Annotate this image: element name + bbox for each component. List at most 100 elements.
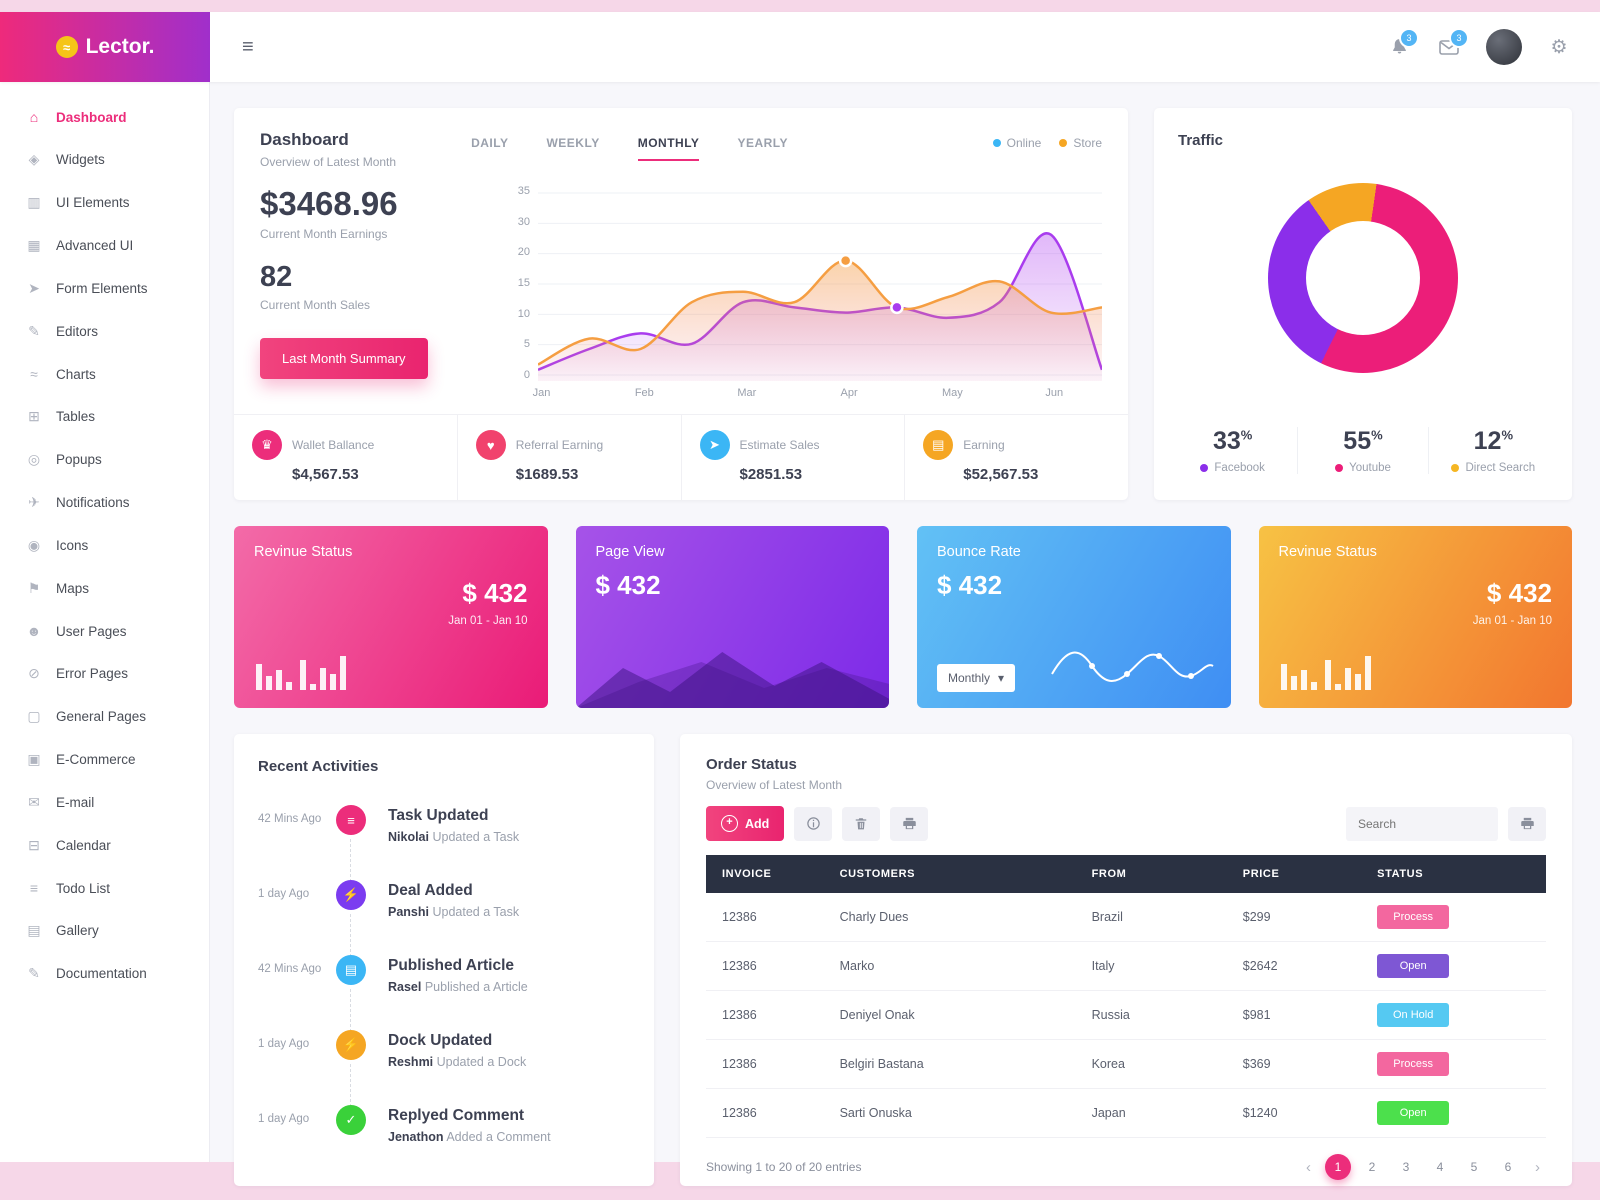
sidebar-item-label: Charts [56,366,96,382]
sidebar-item-label: General Pages [56,709,147,724]
add-order-button[interactable]: + Add [706,806,785,841]
sidebar-item-ui-elements[interactable]: ▥ UI Elements [0,181,209,224]
messages-button[interactable]: 3 [1436,28,1469,60]
sidebar-item-e-commerce[interactable]: ▣ E-Commerce [0,738,209,781]
sidebar-item-dashboard[interactable]: ⌂ Dashboard [0,96,209,138]
tab-daily[interactable]: DAILY [471,136,509,150]
sidebar-item-gallery[interactable]: ▤ Gallery [0,909,209,952]
settings-button[interactable]: ⚙ [1546,34,1572,60]
traffic-percent: 12% [1473,427,1513,455]
print-button[interactable] [890,806,929,841]
bounce-sparkline-chart [1050,651,1214,682]
bounce-period-select[interactable]: Monthly ▾ [937,664,1016,692]
status-badge[interactable]: Process [1377,905,1450,929]
sidebar-item-advanced-ui[interactable]: ▦ Advanced UI [0,224,209,267]
email-icon: ✉ [28,794,40,810]
order-status-card: Order Status Overview of Latest Month + … [680,734,1572,1186]
sidebar-item-notifications[interactable]: ✈ Notifications [0,481,209,524]
info-button[interactable] [794,806,833,841]
avatar[interactable] [1486,29,1522,65]
status-badge[interactable]: Open [1377,1101,1450,1125]
error-pages-icon: ⊘ [28,665,40,681]
bounce-rate-card: Bounce Rate $ 432 Monthly ▾ [917,526,1231,708]
table-row[interactable]: 12386 Marko Italy $2642 Open [706,941,1546,991]
sales-label: Current Month Sales [260,298,371,312]
card-title: Revinue Status [254,544,353,560]
status-badge[interactable]: Process [1377,1052,1450,1076]
status-badge[interactable]: Open [1377,954,1450,978]
earning-icon: ▤ [923,430,954,460]
table-row[interactable]: 12386 Belgiri Bastana Korea $369 Process [706,1039,1546,1089]
card-date-range: Jan 01 - Jan 10 [448,615,528,627]
tab-monthly[interactable]: MONTHLY [637,136,700,161]
last-month-summary-button[interactable]: Last Month Summary [260,338,428,379]
plus-icon: + [721,815,738,832]
page-button-4[interactable]: 4 [1427,1154,1453,1180]
y-axis-tick: 5 [523,338,530,351]
page-title: Dashboard [260,130,349,149]
dock-icon: ⚡ [336,1030,366,1060]
search-input[interactable] [1346,806,1498,841]
sidebar-item-documentation[interactable]: ✎ Documentation [0,952,209,995]
activity-item: 1 day Ago ⚡ Dock Updated Reshmi Updated a D… [258,1030,630,1107]
sidebar-item-form-elements[interactable]: ➤ Form Elements [0,267,209,310]
sidebar-item-maps[interactable]: ⚑ Maps [0,567,209,610]
page-button-5[interactable]: 5 [1461,1154,1487,1180]
sidebar-item-label: E-Commerce [56,752,136,767]
chevron-down-icon: ▾ [998,671,1005,685]
sidebar-item-general-pages[interactable]: ▢ General Pages [0,695,209,738]
card-title: Revinue Status [1278,544,1377,560]
activity-time: 1 day Ago [258,1113,310,1125]
delete-button[interactable] [842,806,881,841]
sidebar-item-todo-list[interactable]: ≡ Todo List [0,867,209,909]
status-badge[interactable]: On Hold [1377,1003,1450,1027]
sidebar-item-tables[interactable]: ⊞ Tables [0,395,209,438]
y-axis-tick: 30 [517,215,530,228]
legend-dot [1451,464,1460,472]
stat-value: $4,567.53 [292,466,359,483]
traffic-legend-facebook: 33% Facebook [1168,427,1297,474]
notifications-button[interactable]: 3 [1386,28,1419,60]
sidebar-item-charts[interactable]: ≈ Charts [0,353,209,395]
summary-panel: $3468.96 Current Month Earnings 82 Curre… [260,185,510,403]
prev-page-button[interactable]: ‹ [1300,1158,1317,1177]
sidebar-item-e-mail[interactable]: ✉ E-mail [0,781,209,824]
sidebar-item-widgets[interactable]: ◈ Widgets [0,138,209,181]
mini-bar-chart-icon [1280,656,1371,690]
stat-value: $1689.53 [515,466,579,483]
topbar: ≈ Lector. ≡ 3 3 ⚙ [0,12,1600,82]
sidebar-item-popups[interactable]: ◎ Popups [0,438,209,481]
page-button-3[interactable]: 3 [1393,1154,1419,1180]
menu-toggle-button[interactable]: ≡ [236,35,260,60]
column-header-invoice: INVOICE [706,855,824,893]
earnings-label: Current Month Earnings [260,227,388,241]
print-table-button[interactable] [1508,806,1546,841]
activity-detail: Panshi Updated a Task [388,905,520,919]
table-row[interactable]: 12386 Sarti Onuska Japan $1240 Open [706,1088,1546,1138]
traffic-card: Traffic 33% Facebook 55% Youtube 12% Direct S… [1154,108,1572,500]
y-axis-tick: 0 [523,368,530,381]
column-header-status: STATUS [1361,855,1546,893]
next-page-button[interactable]: › [1529,1158,1546,1177]
stat-wallet-ballance: ♛ Wallet Ballance $4,567.53 [234,415,457,500]
sidebar-item-calendar[interactable]: ⊟ Calendar [0,824,209,867]
sidebar-item-label: Editors [56,324,99,339]
todo-icon: ≡ [29,880,39,896]
sidebar-item-error-pages[interactable]: ⊘ Error Pages [0,652,209,695]
tab-yearly[interactable]: YEARLY [737,136,789,150]
sidebar-item-icons[interactable]: ◉ Icons [0,524,209,567]
traffic-legend-youtube: 55% Youtube [1297,427,1427,474]
page-button-6[interactable]: 6 [1495,1154,1521,1180]
table-row[interactable]: 12386 Deniyel Onak Russia $981 On Hold [706,990,1546,1040]
page-button-1[interactable]: 1 [1325,1154,1351,1180]
stat-estimate-sales: ➤ Estimate Sales $2851.53 [680,415,905,500]
logo[interactable]: ≈ Lector. [0,12,210,82]
page-button-2[interactable]: 2 [1359,1154,1385,1180]
y-axis-tick: 10 [517,307,530,320]
activities-list: 42 Mins Ago ≡ Task Updated Nikolai Updated … [258,805,630,1180]
card-value: $ 432 [462,578,528,608]
tab-weekly[interactable]: WEEKLY [546,136,600,150]
sidebar-item-editors[interactable]: ✎ Editors [0,310,209,353]
sidebar-item-user-pages[interactable]: ☻ User Pages [0,610,209,652]
table-row[interactable]: 12386 Charly Dues Brazil $299 Process [706,893,1546,942]
